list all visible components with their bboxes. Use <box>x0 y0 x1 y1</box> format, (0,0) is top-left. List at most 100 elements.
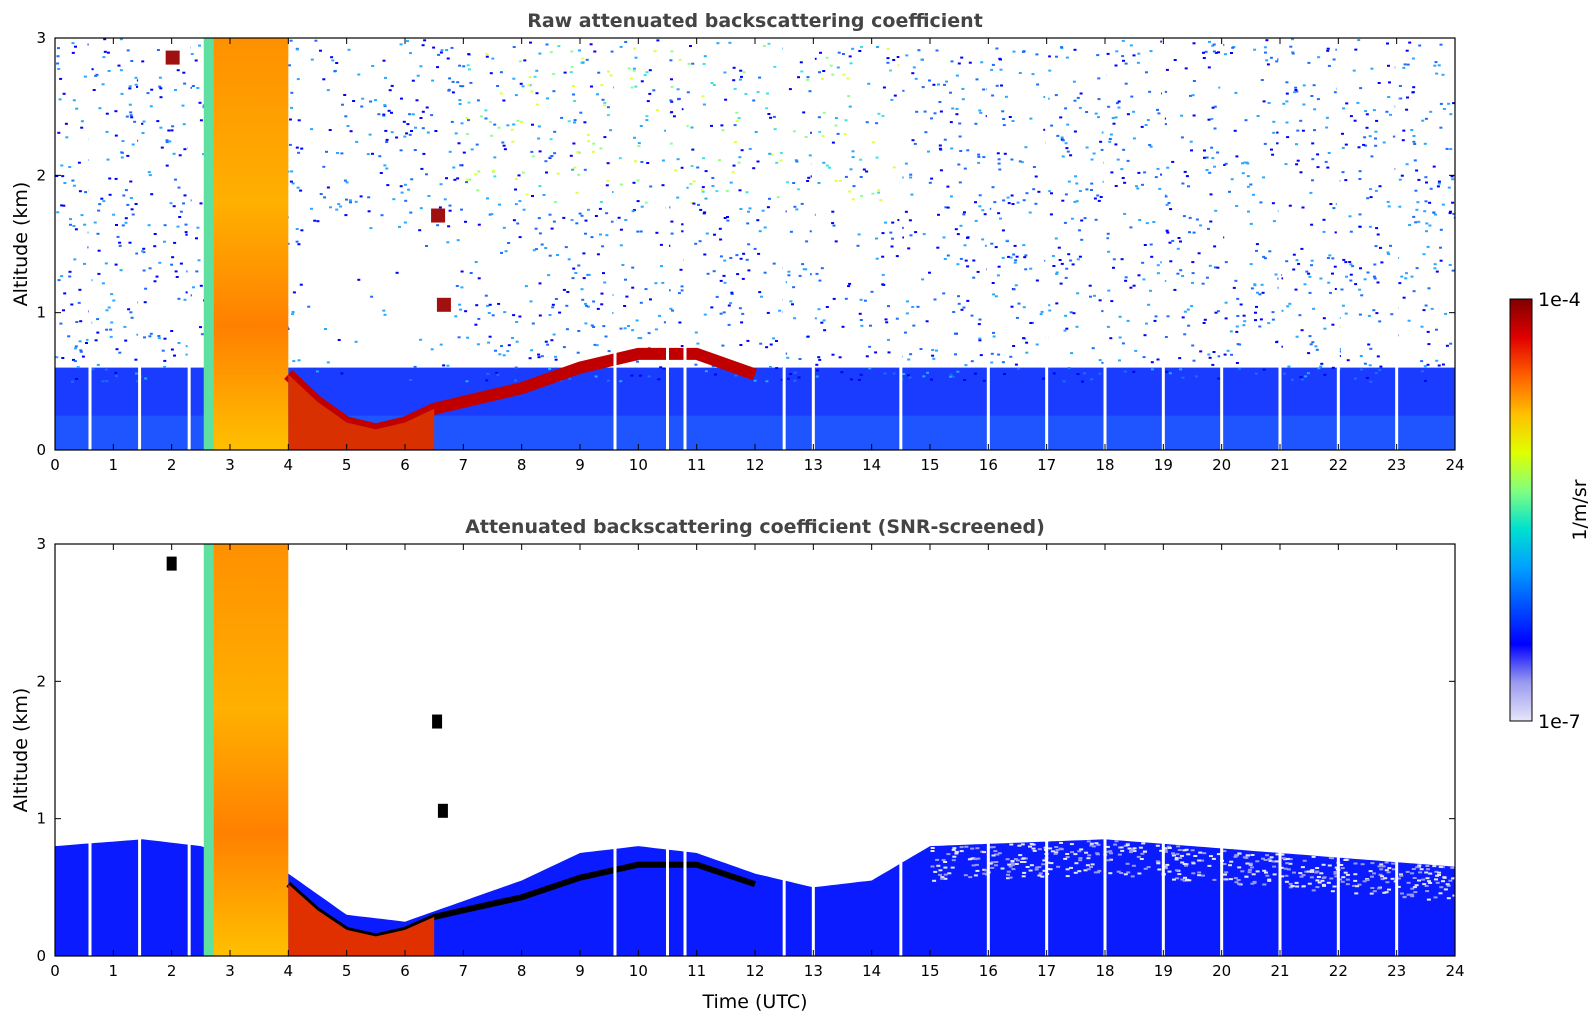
raw-noise-speck <box>719 255 723 258</box>
raw-noise-speck <box>678 321 682 324</box>
raw-noise-speck <box>83 262 86 265</box>
raw-noise-speck <box>86 338 90 341</box>
raw-noise-speck <box>1181 376 1185 379</box>
raw-noise-speck <box>1192 42 1196 45</box>
raw-noise-speck <box>343 94 347 96</box>
raw-noise-speck <box>609 74 613 77</box>
raw-noise-speck <box>177 297 181 300</box>
raw-noise-speck <box>175 276 179 278</box>
raw-noise-speck <box>1214 209 1218 212</box>
raw-noise-speck <box>72 184 76 187</box>
raw-noise-speck <box>110 321 114 324</box>
raw-noise-speck <box>1245 161 1249 164</box>
raw-noise-speck <box>488 303 492 306</box>
raw-noise-speck <box>1427 343 1431 346</box>
raw-noise-speck <box>346 125 350 127</box>
raw-noise-speck <box>1421 119 1425 122</box>
raw-noise-speck <box>571 277 575 280</box>
raw-noise-speck <box>1319 365 1323 368</box>
raw-noise-speck <box>745 258 749 261</box>
colorbar-unit-label: 1/m/sr <box>1569 479 1591 540</box>
raw-noise-speck <box>288 64 291 67</box>
raw-noise-speck <box>634 160 637 163</box>
screened-haze-speck <box>1309 876 1314 879</box>
raw-noise-speck <box>604 335 608 338</box>
screened-haze-speck <box>1244 875 1249 878</box>
raw-noise-speck <box>1036 83 1040 86</box>
raw-noise-speck <box>1111 117 1115 119</box>
raw-x-tick-label: 5 <box>342 456 352 474</box>
raw-x-tick-label: 20 <box>1212 456 1231 474</box>
raw-noise-speck <box>69 223 72 226</box>
raw-noise-speck <box>531 155 535 158</box>
raw-noise-speck <box>1064 107 1068 110</box>
raw-noise-speck <box>448 209 452 212</box>
raw-noise-speck <box>120 156 124 159</box>
raw-noise-speck <box>1429 187 1433 190</box>
raw-noise-speck <box>937 83 940 86</box>
raw-noise-speck <box>577 173 581 176</box>
raw-noise-speck <box>715 295 719 298</box>
raw-noise-speck <box>1022 337 1026 340</box>
raw-noise-speck <box>1285 92 1289 95</box>
screened-haze-speck <box>1377 887 1382 890</box>
raw-noise-speck <box>928 79 931 82</box>
raw-noise-speck <box>1205 156 1209 159</box>
screened-x-tick-label: 9 <box>575 962 585 980</box>
raw-noise-speck <box>1296 129 1300 132</box>
raw-noise-speck <box>674 169 678 172</box>
raw-noise-speck <box>61 357 65 359</box>
raw-noise-speck <box>510 128 514 131</box>
screened-haze-speck <box>1299 875 1304 878</box>
raw-noise-speck <box>1202 51 1205 54</box>
raw-noise-speck <box>377 113 381 116</box>
raw-noise-speck <box>713 373 717 376</box>
raw-noise-speck <box>583 168 587 171</box>
raw-noise-speck <box>1114 116 1118 119</box>
raw-noise-speck <box>600 84 604 87</box>
screened-haze-speck <box>1441 880 1445 883</box>
raw-noise-speck <box>537 137 541 140</box>
raw-noise-speck <box>834 179 838 182</box>
raw-noise-speck <box>544 160 548 163</box>
raw-noise-speck <box>753 379 757 382</box>
raw-noise-speck <box>183 148 187 151</box>
raw-noise-speck <box>691 148 695 151</box>
raw-noise-speck <box>711 185 715 187</box>
raw-noise-speck <box>1047 55 1051 58</box>
raw-noise-speck <box>786 356 790 359</box>
raw-noise-speck <box>669 307 673 310</box>
screened-x-tick-label: 0 <box>50 962 60 980</box>
screened-haze-speck <box>1013 858 1018 861</box>
raw-noise-speck <box>567 258 571 261</box>
raw-noise-speck <box>487 341 491 344</box>
screened-haze-speck <box>1065 868 1070 871</box>
screened-panel-title: Attenuated backscattering coefficient (S… <box>465 516 1045 538</box>
raw-noise-speck <box>979 354 983 357</box>
raw-noise-speck <box>1181 182 1185 185</box>
raw-noise-speck <box>1016 201 1020 204</box>
raw-noise-speck <box>1358 313 1362 316</box>
raw-noise-speck <box>1173 288 1177 291</box>
raw-noise-speck <box>890 98 894 101</box>
raw-noise-speck <box>315 370 319 373</box>
raw-noise-speck <box>644 201 648 204</box>
raw-noise-speck <box>585 58 589 61</box>
raw-noise-speck <box>382 59 386 62</box>
raw-noise-speck <box>1246 175 1250 178</box>
raw-noise-speck <box>895 317 899 320</box>
raw-noise-speck <box>522 208 526 211</box>
raw-noise-speck <box>330 56 334 59</box>
raw-noise-speck <box>787 274 791 277</box>
raw-noise-speck <box>1205 169 1209 171</box>
raw-noise-speck <box>1014 259 1018 262</box>
screened-haze-speck <box>1228 864 1232 867</box>
raw-noise-speck <box>1062 380 1066 383</box>
raw-noise-speck <box>1165 229 1169 232</box>
screened-haze-speck <box>1233 855 1238 858</box>
raw-noise-speck <box>506 124 510 127</box>
raw-noise-speck <box>1181 275 1185 277</box>
raw-noise-speck <box>532 249 536 252</box>
raw-noise-speck <box>1426 363 1430 366</box>
raw-noise-speck <box>721 129 725 132</box>
